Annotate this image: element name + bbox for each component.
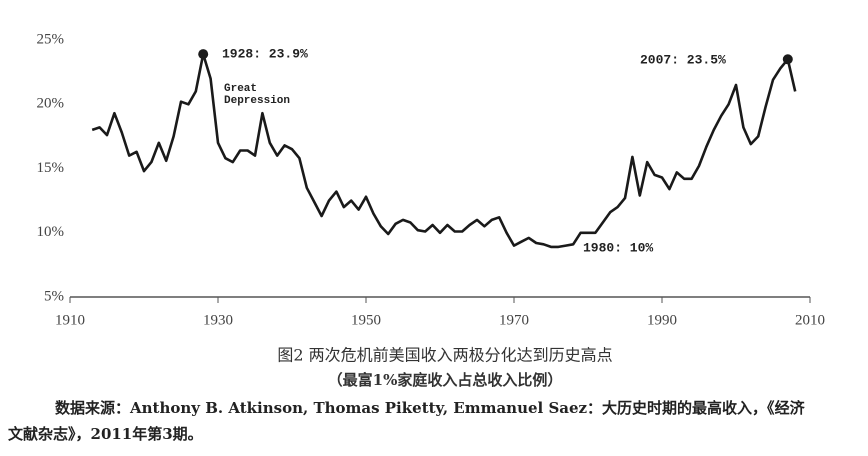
peak-marker	[198, 49, 209, 60]
x-tick-label: 1930	[203, 312, 233, 328]
x-tick-label: 1990	[647, 312, 677, 328]
subcaption: （最富1%家庭收入占总收入比例）	[328, 371, 563, 389]
y-tick-label: 10%	[37, 224, 65, 240]
source: 数据来源：Anthony B. Atkinson, Thomas Piketty…	[55, 399, 806, 417]
annotation: Depression	[224, 95, 290, 107]
annotation: 1928: 23.9%	[222, 46, 308, 61]
x-tick-label: 1970	[499, 312, 529, 328]
line	[91, 52, 797, 249]
y-tick-label: 20%	[37, 96, 65, 112]
annotation: 2007: 23.5%	[640, 52, 726, 67]
annotation: 1980: 10%	[583, 240, 653, 255]
y-tick-label: 25%	[37, 31, 65, 47]
y-tick-label: 15%	[37, 160, 65, 176]
x-tick-label: 1950	[351, 312, 381, 328]
source: 文献杂志》，2011年第3期。	[8, 425, 203, 443]
y-tick-label: 5%	[44, 288, 64, 304]
x-tick-label: 1910	[55, 312, 85, 328]
caption: 图2 两次危机前美国收入两极分化达到历史高点	[277, 346, 612, 365]
annotation: Great	[224, 83, 257, 95]
x-tick-label: 2010	[795, 312, 825, 328]
peak-marker	[782, 54, 793, 65]
